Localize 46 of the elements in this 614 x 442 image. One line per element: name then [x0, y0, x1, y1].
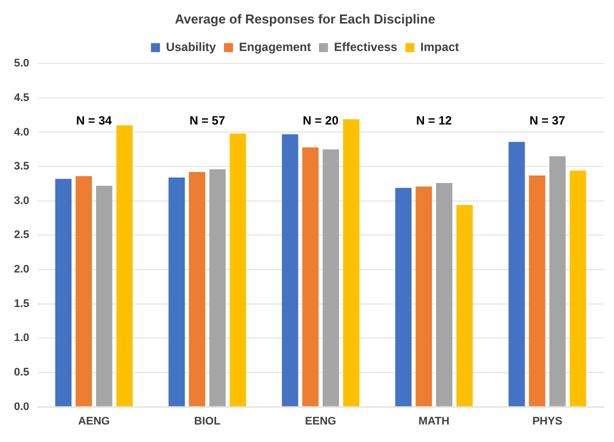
bar — [96, 186, 112, 406]
annotation: N = 37 — [529, 114, 566, 128]
annotation: N = 20 — [302, 114, 339, 128]
bar — [209, 169, 226, 406]
x-tick-label: BIOL — [194, 415, 221, 428]
y-tick-label: 2.5 — [14, 229, 30, 242]
bar — [456, 205, 473, 406]
bar — [55, 178, 72, 406]
bar — [302, 147, 319, 406]
y-tick-label: 0.5 — [14, 366, 30, 379]
bar — [395, 188, 412, 406]
bar — [343, 119, 360, 406]
bar — [168, 178, 185, 406]
y-tick-label: 1.5 — [14, 298, 30, 310]
x-tick-label: AENG — [78, 415, 110, 428]
bar — [508, 142, 525, 406]
y-tick-label: 1.0 — [14, 332, 30, 344]
y-tick-label: 3.0 — [14, 194, 30, 207]
bar — [230, 134, 246, 406]
y-tick-label: 4.0 — [14, 126, 30, 138]
bar — [282, 134, 298, 406]
y-tick-label: 3.5 — [14, 160, 30, 173]
bar — [570, 170, 586, 406]
x-tick-label: EENG — [305, 415, 336, 428]
x-tick-label: MATH — [418, 415, 450, 428]
y-tick-label: 0.0 — [14, 400, 30, 413]
bar — [188, 172, 206, 406]
bar — [322, 149, 340, 406]
bar — [436, 183, 452, 406]
legend-label: Effectivess — [334, 40, 398, 54]
legend-label: Impact — [420, 40, 460, 54]
bar — [528, 175, 546, 406]
x-tick-label: PHYS — [532, 415, 562, 428]
chart-title: Average of Responses for Each Discipline — [174, 11, 436, 26]
bar — [76, 176, 92, 406]
annotation: N = 57 — [189, 114, 226, 128]
y-tick-label: 2.0 — [14, 264, 30, 276]
y-tick-label: 4.5 — [14, 92, 30, 104]
bar — [416, 186, 432, 406]
legend-label: Usability — [166, 40, 216, 54]
bar — [116, 125, 133, 406]
annotation: N = 34 — [76, 114, 112, 128]
annotation: N = 12 — [416, 114, 452, 128]
y-tick-label: 5.0 — [14, 58, 30, 70]
legend-label: Engagement — [238, 40, 311, 54]
bar — [549, 156, 566, 406]
